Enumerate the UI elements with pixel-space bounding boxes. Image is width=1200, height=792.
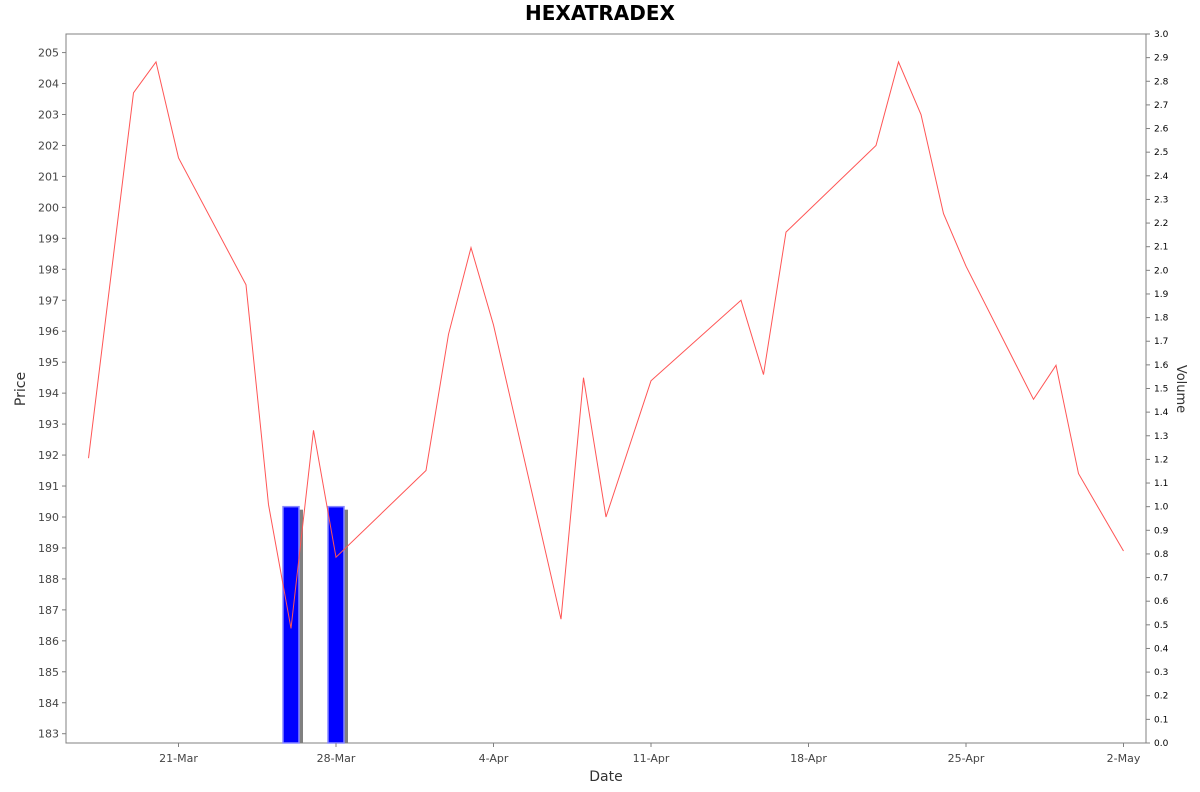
volume-tick-label: 1.9 — [1154, 290, 1169, 300]
volume-bars — [282, 505, 348, 744]
price-tick-label: 201 — [38, 170, 59, 183]
price-tick-label: 195 — [38, 356, 59, 369]
plot-area — [65, 33, 1147, 744]
volume-tick-label: 2.7 — [1154, 101, 1168, 111]
volume-tick-label: 0.3 — [1154, 668, 1168, 678]
volume-tick-label: 1.8 — [1154, 314, 1169, 324]
price-tick-label: 199 — [38, 232, 59, 245]
volume-tick-label: 2.6 — [1154, 125, 1169, 135]
price-tick-label: 193 — [38, 418, 59, 431]
date-tick-label: 28-Mar — [317, 752, 356, 765]
chart-title: HEXATRADEX — [525, 1, 676, 25]
date-tick-label: 2-May — [1107, 752, 1141, 765]
volume-tick-label: 1.2 — [1154, 455, 1168, 465]
price-tick-label: 184 — [38, 697, 59, 710]
date-tick-label: 11-Apr — [633, 752, 670, 765]
volume-bar — [327, 505, 345, 744]
volume-tick-label: 0.1 — [1154, 715, 1168, 725]
volume-tick-label: 0.8 — [1154, 550, 1169, 560]
date-axis: 21-Mar 28-Mar 4-Apr 11-Apr 18-Apr 25-Apr 2-May — [159, 743, 1141, 765]
date-tick-label: 21-Mar — [159, 752, 198, 765]
price-tick-label: 185 — [38, 666, 59, 679]
volume-tick-label: 1.0 — [1154, 503, 1169, 513]
price-tick-label: 196 — [38, 325, 59, 338]
date-tick-label: 18-Apr — [790, 752, 827, 765]
price-tick-label: 202 — [38, 139, 59, 152]
volume-tick-label: 0.2 — [1154, 692, 1168, 702]
volume-tick-label: 0.4 — [1154, 644, 1169, 654]
y2-axis-label: Volume — [1173, 365, 1188, 413]
price-tick-label: 204 — [38, 78, 59, 91]
price-tick-label: 194 — [38, 387, 59, 400]
volume-tick-label: 1.3 — [1154, 432, 1168, 442]
price-tick-label: 197 — [38, 294, 59, 307]
volume-tick-label: 0.0 — [1154, 739, 1169, 749]
price-tick-label: 187 — [38, 604, 59, 617]
price-tick-label: 191 — [38, 480, 59, 493]
date-tick-label: 4-Apr — [479, 752, 509, 765]
volume-tick-label: 0.5 — [1154, 621, 1168, 631]
volume-tick-label: 2.5 — [1154, 148, 1168, 158]
price-tick-label: 186 — [38, 635, 59, 648]
price-tick-label: 198 — [38, 263, 59, 276]
volume-tick-label: 2.9 — [1154, 54, 1169, 64]
volume-tick-label: 2.0 — [1154, 266, 1169, 276]
volume-tick-label: 2.8 — [1154, 77, 1169, 87]
price-tick-label: 188 — [38, 573, 59, 586]
volume-tick-label: 1.5 — [1154, 385, 1168, 395]
price-line — [88, 60, 1124, 629]
volume-tick-label: 0.6 — [1154, 597, 1169, 607]
volume-tick-label: 2.1 — [1154, 243, 1168, 253]
price-tick-label: 189 — [38, 542, 59, 555]
price-axis: 183 184 185 186 187 188 189 190 191 192 193 194 195 1… — [38, 47, 66, 741]
volume-tick-label: 1.1 — [1154, 479, 1168, 489]
volume-tick-label: 3.0 — [1154, 30, 1169, 40]
price-tick-label: 200 — [38, 201, 59, 214]
volume-tick-label: 2.2 — [1154, 219, 1168, 229]
volume-tick-label: 0.9 — [1154, 526, 1169, 536]
price-tick-label: 203 — [38, 108, 59, 121]
x-axis-label: Date — [589, 769, 622, 785]
date-tick-label: 25-Apr — [948, 752, 985, 765]
price-tick-label: 190 — [38, 511, 59, 524]
volume-tick-label: 0.7 — [1154, 574, 1168, 584]
volume-tick-label: 2.3 — [1154, 195, 1168, 205]
volume-axis: 0.0 0.1 0.2 0.3 0.4 0.5 0.6 0.7 0.8 0.9 1.0 1.1 1.2 1… — [1146, 30, 1169, 749]
volume-tick-label: 1.6 — [1154, 361, 1169, 371]
price-tick-label: 205 — [38, 47, 59, 60]
volume-tick-label: 1.7 — [1154, 337, 1168, 347]
price-tick-label: 183 — [38, 728, 59, 741]
y-axis-label: Price — [13, 372, 29, 406]
volume-tick-label: 1.4 — [1154, 408, 1169, 418]
volume-tick-label: 2.4 — [1154, 172, 1169, 182]
price-tick-label: 192 — [38, 449, 59, 462]
